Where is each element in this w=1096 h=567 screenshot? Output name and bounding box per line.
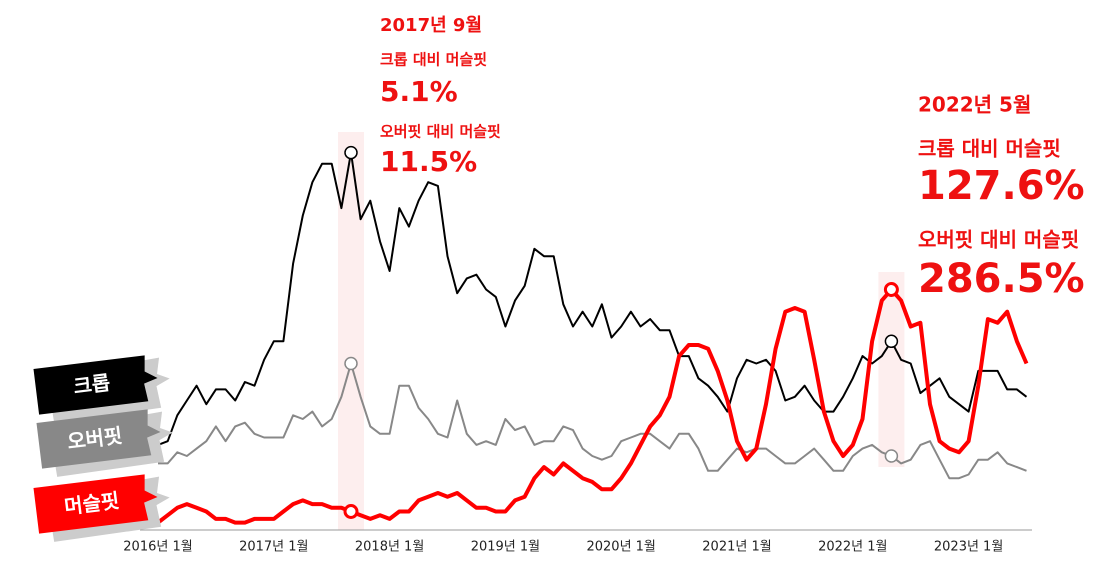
highlight-marker (884, 334, 899, 349)
annotation-date: 2022년 5월 (918, 93, 1031, 117)
series-line (156, 287, 1029, 525)
x-tick-label: 2021년 1월 (702, 540, 771, 555)
series-line (158, 362, 1027, 480)
annotation-label: 오버핏 대비 머슬핏 (380, 123, 501, 141)
annotation-date: 2017년 9월 (380, 15, 482, 36)
x-tick-label: 2018년 1월 (355, 540, 424, 555)
highlight-marker (883, 282, 899, 297)
x-tick-label: 2022년 1월 (818, 540, 887, 555)
annotation-label: 크롭 대비 머슬핏 (918, 137, 1061, 161)
annotation-value: 286.5% (918, 256, 1085, 302)
highlight-band (338, 132, 364, 530)
x-tick-label: 2019년 1월 (471, 540, 540, 555)
x-tick-label: 2020년 1월 (586, 540, 655, 555)
legend-tag: 머슬핏 (33, 474, 170, 542)
legend-tag: 오버핏 (36, 409, 173, 477)
x-tick-label: 2017년 1월 (239, 540, 308, 555)
annotation-label: 크롭 대비 머슬핏 (380, 51, 487, 69)
x-tick-label: 2016년 1월 (123, 540, 192, 555)
annotation-label: 오버핏 대비 머슬핏 (918, 228, 1079, 252)
highlight-marker (343, 504, 359, 519)
legend-label: 크롭 (72, 370, 111, 398)
annotation-value: 11.5% (380, 145, 477, 178)
legend-flag (36, 409, 161, 469)
series-line (157, 151, 1028, 446)
annotation-value: 127.6% (918, 163, 1085, 209)
x-tick-label: 2023년 1월 (934, 540, 1003, 555)
highlight-marker (344, 145, 358, 160)
legend-flag (33, 474, 158, 534)
legend-tag: 크롭 (33, 355, 170, 423)
legend-flag (33, 355, 158, 415)
annotation-value: 5.1% (380, 75, 458, 108)
highlight-marker (344, 356, 358, 371)
highlight-marker (884, 449, 899, 463)
